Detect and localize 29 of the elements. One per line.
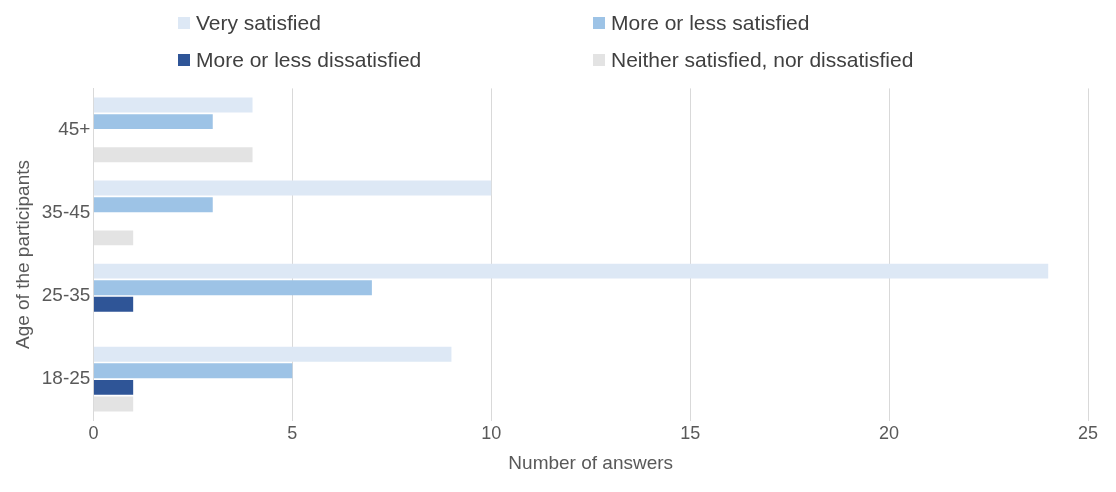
bar	[93, 114, 213, 130]
x-tick-label: 10	[481, 423, 502, 444]
legend-label: More or less dissatisfied	[196, 47, 422, 72]
bar	[93, 280, 372, 296]
x-tick-label: 0	[88, 423, 99, 444]
x-tick-label: 5	[287, 423, 298, 444]
x-tick-label: 20	[879, 423, 900, 444]
legend-label: More or less satisfied	[611, 10, 810, 35]
bar	[93, 396, 134, 412]
y-tick-label: 25-35	[41, 284, 91, 306]
bar	[93, 230, 134, 246]
x-tick-label: 15	[680, 423, 701, 444]
bar	[93, 363, 293, 379]
legend-label: Neither satisfied, nor dissatisfied	[611, 47, 914, 72]
bar	[93, 197, 213, 213]
bar	[93, 296, 134, 312]
bar	[93, 263, 1049, 279]
y-axis-title: Age of the participants	[11, 159, 33, 350]
y-tick-label: 35-45	[41, 201, 91, 223]
x-tick-label: 25	[1077, 423, 1099, 444]
bar	[93, 147, 253, 163]
y-tick-label: 18-25	[41, 367, 91, 389]
x-axis-title: Number of answers	[508, 451, 674, 473]
bar	[93, 346, 452, 362]
bar	[93, 379, 134, 395]
bar	[93, 97, 253, 113]
bar	[93, 180, 492, 196]
y-tick-label: 45+	[58, 118, 91, 140]
legend-label: Very satisfied	[196, 10, 321, 35]
